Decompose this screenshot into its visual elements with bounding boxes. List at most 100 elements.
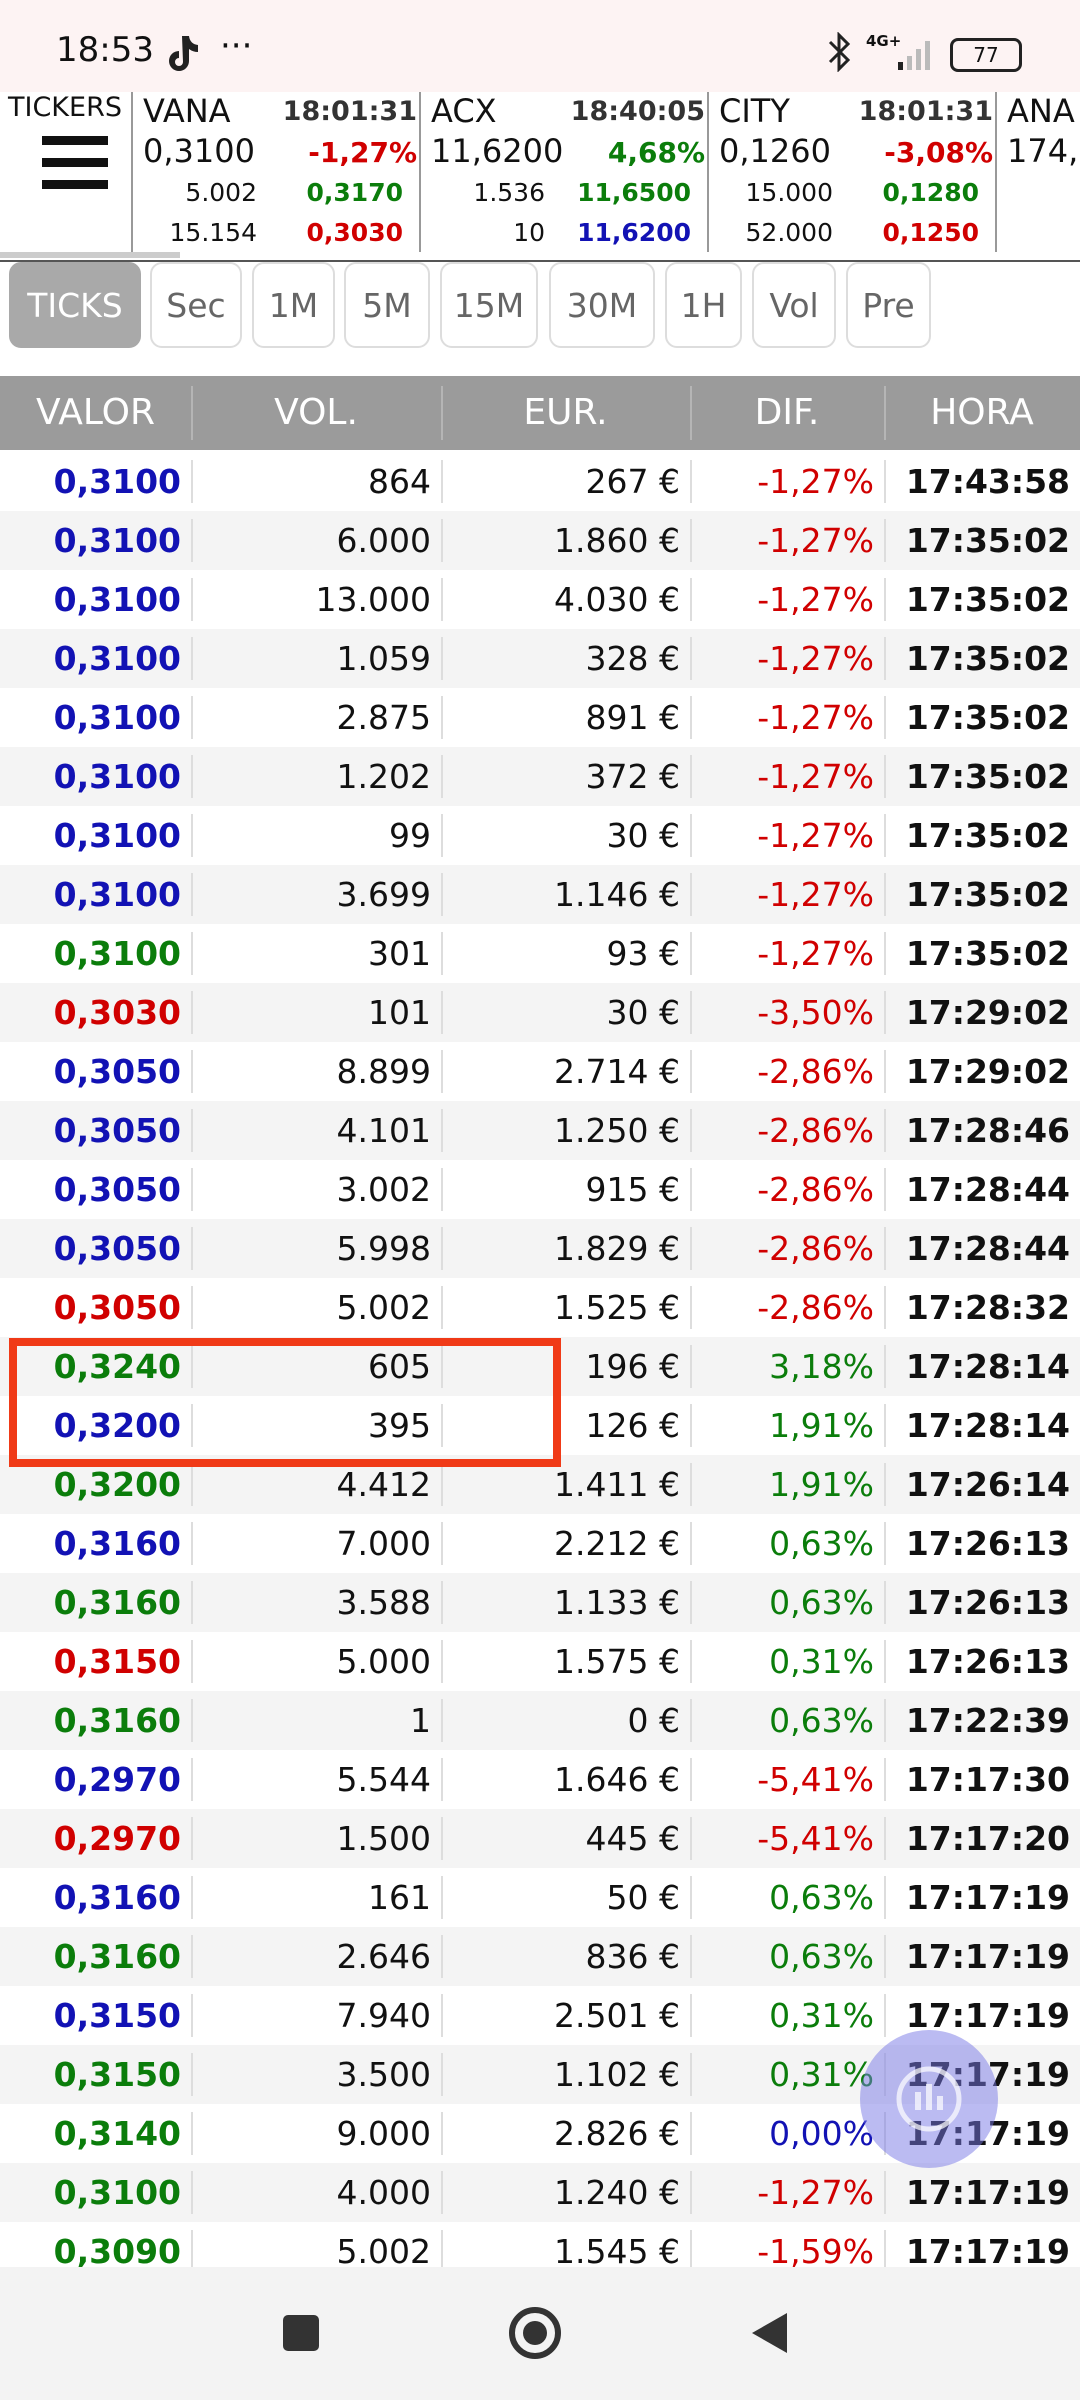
- table-row[interactable]: 0,3090 5.002 1.545 € -1,59% 17:17:19: [0, 2222, 1080, 2267]
- ticker-ask: 0,3030: [306, 218, 403, 247]
- valor-cell: 0,3200: [53, 1465, 181, 1504]
- table-row[interactable]: 0,3100 1.059 328 € -1,27% 17:35:02: [0, 629, 1080, 688]
- table-row[interactable]: 0,3240 605 196 € 3,18% 17:28:14: [0, 1337, 1080, 1396]
- dif-cell: 3,18%: [769, 1347, 874, 1386]
- valor-cell: 0,3140: [53, 2114, 181, 2153]
- ticker-bar: TICKERS VANA 0,3100 18:01:31 -1,27% 5.002 0,3…: [0, 92, 1080, 262]
- tab[interactable]: Sec: [150, 262, 242, 348]
- cell-separator: [690, 873, 692, 916]
- dif-cell: -1,27%: [757, 2173, 874, 2212]
- app-icon: [169, 36, 198, 71]
- hora-cell: 17:35:02: [905, 639, 1070, 678]
- ticker-bid-vol: 1.536: [473, 178, 545, 207]
- cell-separator: [884, 1109, 886, 1152]
- table-row[interactable]: 0,3050 8.899 2.714 € -2,86% 17:29:02: [0, 1042, 1080, 1101]
- table-row[interactable]: 0,3100 6.000 1.860 € -1,27% 17:35:02: [0, 511, 1080, 570]
- cell-separator: [884, 696, 886, 739]
- column-header: VALOR: [35, 392, 156, 433]
- table-row[interactable]: 0,2970 1.500 445 € -5,41% 17:17:20: [0, 1809, 1080, 1868]
- table-row[interactable]: 0,3050 4.101 1.250 € -2,86% 17:28:46: [0, 1101, 1080, 1160]
- cell-separator: [441, 2112, 443, 2155]
- cell-separator: [191, 1404, 193, 1447]
- eur-cell: 836 €: [585, 1937, 680, 1976]
- eur-cell: 1.525 €: [554, 1288, 680, 1327]
- table-row[interactable]: 0,3150 7.940 2.501 € 0,31% 17:17:19: [0, 1986, 1080, 2045]
- vol-cell: 3.699: [336, 875, 431, 914]
- valor-cell: 0,2970: [53, 1819, 181, 1858]
- valor-cell: 0,3100: [53, 2173, 181, 2212]
- dif-cell: -2,86%: [757, 1288, 874, 1327]
- menu-icon[interactable]: [40, 134, 110, 192]
- valor-cell: 0,3090: [53, 2232, 181, 2267]
- ticker-name[interactable]: VANA: [143, 92, 231, 130]
- hora-cell: 17:28:44: [905, 1229, 1070, 1268]
- ticker-pct: -3,08%: [884, 136, 993, 169]
- hora-cell: 17:17:19: [905, 2232, 1070, 2267]
- table-row[interactable]: 0,3160 7.000 2.212 € 0,63% 17:26:13: [0, 1514, 1080, 1573]
- table-row[interactable]: 0,3100 2.875 891 € -1,27% 17:35:02: [0, 688, 1080, 747]
- cell-separator: [441, 1758, 443, 1801]
- tab[interactable]: 1H: [665, 262, 742, 348]
- cell-separator: [441, 637, 443, 680]
- tab[interactable]: TICKS: [9, 262, 141, 348]
- table-row[interactable]: 0,3150 5.000 1.575 € 0,31% 17:26:13: [0, 1632, 1080, 1691]
- ticker-name[interactable]: ACX: [431, 92, 497, 130]
- cell-separator: [690, 519, 692, 562]
- column-header: HORA: [930, 392, 1034, 433]
- ticker-name[interactable]: CITY: [719, 92, 790, 130]
- tickers-label[interactable]: TICKERS: [8, 92, 122, 123]
- chart-button[interactable]: [860, 2030, 998, 2168]
- cell-separator: [884, 1168, 886, 1211]
- table-row[interactable]: 0,3160 161 50 € 0,63% 17:17:19: [0, 1868, 1080, 1927]
- table-row[interactable]: 0,3100 301 93 € -1,27% 17:35:02: [0, 924, 1080, 983]
- valor-cell: 0,3050: [53, 1229, 181, 1268]
- table-row[interactable]: 0,3160 2.646 836 € 0,63% 17:17:19: [0, 1927, 1080, 1986]
- tab[interactable]: 1M: [252, 262, 335, 348]
- recent-button[interactable]: [283, 2315, 319, 2351]
- tab[interactable]: 15M: [440, 262, 538, 348]
- vol-cell: 8.899: [336, 1052, 431, 1091]
- vol-cell: 3.588: [336, 1583, 431, 1622]
- table-row[interactable]: 0,3050 5.002 1.525 € -2,86% 17:28:32: [0, 1278, 1080, 1337]
- table-row[interactable]: 0,3100 13.000 4.030 € -1,27% 17:35:02: [0, 570, 1080, 629]
- table-row[interactable]: 0,2970 5.544 1.646 € -5,41% 17:17:30: [0, 1750, 1080, 1809]
- eur-cell: 50 €: [606, 1878, 680, 1917]
- dif-cell: -1,27%: [757, 462, 874, 501]
- valor-cell: 0,2970: [53, 1760, 181, 1799]
- back-button[interactable]: [752, 2313, 787, 2353]
- dif-cell: -5,41%: [757, 1819, 874, 1858]
- table-row[interactable]: 0,3100 4.000 1.240 € -1,27% 17:17:19: [0, 2163, 1080, 2222]
- hora-cell: 17:22:39: [905, 1701, 1070, 1740]
- table-row[interactable]: 0,3100 3.699 1.146 € -1,27% 17:35:02: [0, 865, 1080, 924]
- tab[interactable]: 5M: [344, 262, 430, 348]
- table-body: 0,3100 864 267 € -1,27% 17:43:58 0,3100 6.000 1…: [0, 452, 1080, 2267]
- cell-separator: [191, 2230, 193, 2267]
- vol-cell: 161: [368, 1878, 431, 1917]
- home-button[interactable]: [509, 2307, 561, 2359]
- cell-separator: [884, 1876, 886, 1919]
- table-row[interactable]: 0,3050 3.002 915 € -2,86% 17:28:44: [0, 1160, 1080, 1219]
- table-row[interactable]: 0,3050 5.998 1.829 € -2,86% 17:28:44: [0, 1219, 1080, 1278]
- dif-cell: 0,63%: [769, 1524, 874, 1563]
- hora-cell: 17:26:14: [905, 1465, 1070, 1504]
- ticker-bid: 0,1280: [882, 178, 979, 207]
- ticker-bid-vol: 15.000: [745, 178, 833, 207]
- table-row[interactable]: 0,3200 395 126 € 1,91% 17:28:14: [0, 1396, 1080, 1455]
- vol-cell: 5.544: [336, 1760, 431, 1799]
- cell-separator: [441, 1522, 443, 1565]
- table-row[interactable]: 0,3160 3.588 1.133 € 0,63% 17:26:13: [0, 1573, 1080, 1632]
- table-row[interactable]: 0,3100 864 267 € -1,27% 17:43:58: [0, 452, 1080, 511]
- tab[interactable]: Pre: [846, 262, 931, 348]
- table-row[interactable]: 0,3030 101 30 € -3,50% 17:29:02: [0, 983, 1080, 1042]
- table-row[interactable]: 0,3160 1 0 € 0,63% 17:22:39: [0, 1691, 1080, 1750]
- tab[interactable]: Vol: [752, 262, 836, 348]
- ticker-name[interactable]: ANA: [1007, 92, 1075, 130]
- cell-separator: [884, 2230, 886, 2267]
- table-row[interactable]: 0,3100 1.202 372 € -1,27% 17:35:02: [0, 747, 1080, 806]
- eur-cell: 2.212 €: [554, 1524, 680, 1563]
- tab[interactable]: 30M: [549, 262, 655, 348]
- table-row[interactable]: 0,3100 99 30 € -1,27% 17:35:02: [0, 806, 1080, 865]
- nav-icons: [283, 2307, 787, 2359]
- cell-separator: [690, 2230, 692, 2267]
- dif-cell: -2,86%: [757, 1052, 874, 1091]
